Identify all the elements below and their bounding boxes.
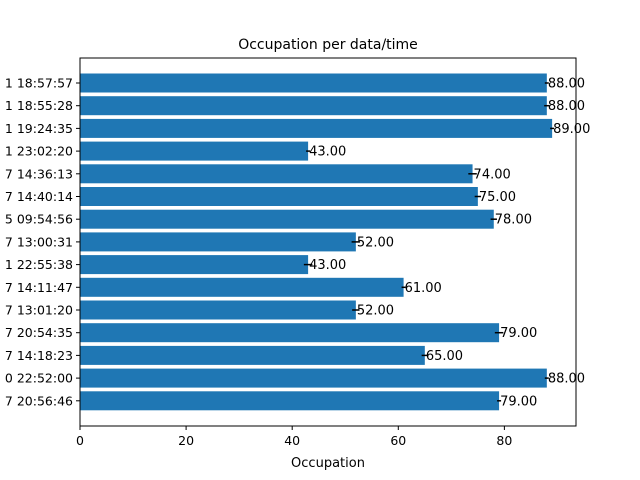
data-label: 74.00 [474, 167, 511, 182]
y-tick-label: 1 22:55:38 [5, 257, 73, 272]
x-axis-label: Occupation [291, 456, 365, 471]
data-label: 65.00 [426, 349, 463, 364]
y-tick-label: 7 14:36:13 [5, 166, 73, 181]
bar [80, 141, 309, 161]
data-label: 79.00 [500, 394, 537, 409]
x-tick-label: 0 [76, 433, 84, 448]
y-tick-label: 0 22:52:00 [5, 371, 73, 386]
plot-frame [79, 57, 577, 427]
bar [80, 73, 547, 93]
x-tick-label: 20 [178, 433, 194, 448]
y-tick-label: 5 09:54:56 [5, 212, 73, 227]
bar [80, 300, 356, 320]
x-axis-ticks: 0 20 40 60 80 [76, 426, 512, 448]
y-tick-label: 7 13:00:31 [5, 234, 73, 249]
bar [80, 164, 473, 184]
y-tick-label: 7 14:18:23 [5, 348, 73, 363]
data-label: 79.00 [500, 326, 537, 341]
bar [80, 118, 553, 138]
x-tick-label: 60 [390, 433, 406, 448]
bar [80, 323, 500, 343]
x-tick-label: 80 [496, 433, 512, 448]
data-label: 88.00 [548, 372, 585, 387]
y-tick-label: 7 20:56:46 [5, 393, 73, 408]
y-tick-label: 1 19:24:35 [5, 121, 73, 136]
y-tick-label: 1 18:55:28 [5, 98, 73, 113]
data-label: 61.00 [405, 281, 442, 296]
data-label: 52.00 [357, 235, 394, 250]
data-label: 52.00 [357, 304, 394, 319]
data-label: 88.00 [548, 99, 585, 114]
y-tick-label: 1 23:02:20 [5, 144, 73, 159]
data-label: 88.00 [548, 77, 585, 92]
data-label: 75.00 [479, 190, 516, 205]
y-axis-ticks: 1 18:57:57 1 18:55:28 1 19:24:35 1 23:02:20… [5, 76, 80, 408]
bar [80, 391, 500, 411]
bar [80, 277, 404, 297]
bar [80, 209, 494, 229]
y-tick-label: 1 18:57:57 [5, 76, 73, 91]
data-label: 78.00 [495, 213, 532, 228]
y-tick-label: 7 14:40:14 [5, 189, 73, 204]
bar [80, 232, 356, 252]
bar [80, 368, 547, 388]
error-bars-group [303, 82, 555, 402]
data-label: 89.00 [553, 122, 590, 137]
bar [80, 187, 478, 206]
data-label: 43.00 [309, 258, 346, 273]
bar [80, 345, 425, 365]
bar [80, 255, 309, 275]
y-tick-label: 7 13:01:20 [5, 303, 73, 318]
data-label: 43.00 [309, 145, 346, 160]
x-tick-label: 40 [284, 433, 300, 448]
y-tick-label: 7 20:54:35 [5, 325, 73, 340]
y-tick-label: 7 14:11:47 [5, 280, 73, 295]
bar [80, 96, 547, 116]
chart-title: Occupation per data/time [238, 37, 418, 53]
bars-group [80, 73, 553, 411]
